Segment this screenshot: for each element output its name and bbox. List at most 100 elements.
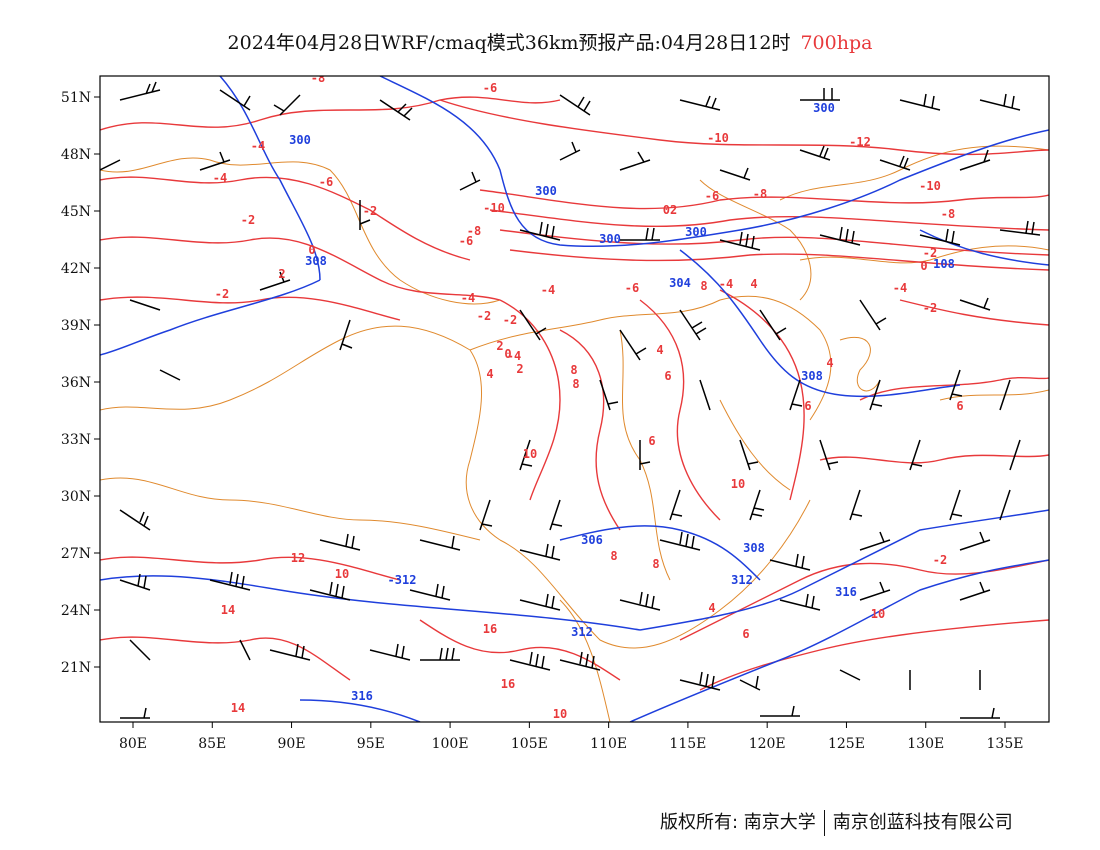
lat-tick-label: 42N <box>61 261 91 277</box>
lon-tick-label: 130E <box>907 736 944 752</box>
temperature-label: -6 <box>319 175 333 189</box>
temperature-label: 8 <box>570 363 577 377</box>
temperature-label: -4 <box>507 349 521 363</box>
lon-tick-label: 105E <box>511 736 548 752</box>
height-label: 308 <box>801 369 823 383</box>
temperature-label: -4 <box>461 291 475 305</box>
temperature-label: 10 <box>871 607 885 621</box>
lat-tick-label: 33N <box>61 432 91 448</box>
temperature-label: 16 <box>483 622 497 636</box>
lon-tick-label: 100E <box>432 736 469 752</box>
lat-tick-label: 21N <box>61 660 91 676</box>
title-level: 700hpa <box>800 32 873 54</box>
lon-tick-label: 95E <box>357 736 385 752</box>
height-labels: 300 300 300 300 300 304 308 308 306 308 -312 312 312… <box>289 101 955 703</box>
temperature-label: 4 <box>826 356 833 370</box>
lon-tick-label: 115E <box>669 736 706 752</box>
lat-tick-label: 27N <box>61 546 91 562</box>
temperature-label: -10 <box>483 201 505 215</box>
temperature-label: -2 <box>923 301 937 315</box>
temperature-label: 6 <box>742 627 749 641</box>
chart-title: 2024年04月28日WRF/cmaq模式36km预报产品:04月28日12时 7… <box>0 28 1100 55</box>
temperature-label: -8 <box>753 187 767 201</box>
temperature-label: 16 <box>501 677 515 691</box>
temperature-label: -2 <box>933 553 947 567</box>
temperature-labels: -8-6-4-4 -6-2-202-2 -4-2-6-8-10-10 -12-10-8… <box>213 71 964 721</box>
temperature-label: 2 <box>496 339 503 353</box>
temperature-label: 2 <box>516 362 523 376</box>
temperature-label: 8 <box>610 549 617 563</box>
height-label: 304 <box>669 276 691 290</box>
lat-tick-label: 48N <box>61 147 91 163</box>
height-label: 300 <box>289 133 311 147</box>
height-label: 312 <box>731 573 753 587</box>
temperature-label: 8 <box>572 377 579 391</box>
height-contours <box>100 76 1049 722</box>
temperature-label: 0 <box>504 347 511 361</box>
temperature-label: -6 <box>483 81 497 95</box>
lat-tick-label: 36N <box>61 375 91 391</box>
temperature-label: 10 <box>523 447 537 461</box>
copyright-right: 南京创蓝科技有限公司 <box>832 812 1013 833</box>
height-label: 312 <box>571 625 593 639</box>
temperature-label: 0 <box>308 243 315 257</box>
border-lines <box>100 145 1049 722</box>
latitude-axis: 51N 48N 45N 42N 39N 36N 33N 30N 27N 24N 21N <box>61 90 100 676</box>
temperature-label: -10 <box>707 131 729 145</box>
lon-tick-label: 80E <box>119 736 147 752</box>
temperature-label: -6 <box>625 281 639 295</box>
height-label: 316 <box>835 585 857 599</box>
temperature-label: 14 <box>221 603 235 617</box>
temperature-label: 02 <box>663 203 677 217</box>
temperature-label: -6 <box>705 189 719 203</box>
map-frame <box>99 75 1050 723</box>
temperature-label: 10 <box>731 477 745 491</box>
temperature-label: 6 <box>664 369 671 383</box>
temperature-label: -4 <box>893 281 907 295</box>
temperature-label: 6 <box>956 399 963 413</box>
temperature-label: -2 <box>503 313 517 327</box>
temperature-label: -4 <box>541 283 555 297</box>
temperature-label: 0 <box>920 259 927 273</box>
lon-tick-label: 85E <box>198 736 226 752</box>
lon-tick-label: 110E <box>590 736 627 752</box>
lat-tick-label: 51N <box>61 90 91 106</box>
lat-tick-label: 24N <box>61 603 91 619</box>
temperature-label: 6 <box>804 399 811 413</box>
height-label: 308 <box>305 254 327 268</box>
wind-barbs <box>100 81 1041 719</box>
temperature-label: 4 <box>486 367 493 381</box>
temperature-label: 4 <box>708 601 715 615</box>
temperature-label: -4 <box>251 139 265 153</box>
lat-tick-label: 45N <box>61 204 91 220</box>
lon-tick-label: 135E <box>987 736 1024 752</box>
height-label: 300 <box>599 232 621 246</box>
height-label: 300 <box>535 184 557 198</box>
temperature-label: -10 <box>919 179 941 193</box>
temperature-label: 8 <box>652 557 659 571</box>
temperature-label: 4 <box>656 343 663 357</box>
longitude-axis: 80E 85E 90E 95E 100E 105E 110E 115E 120E 125E 130E… <box>119 722 1024 752</box>
temperature-label: -2 <box>923 246 937 260</box>
height-label: 300 <box>685 225 707 239</box>
temperature-label: 10 <box>335 567 349 581</box>
footer-separator <box>823 810 825 836</box>
height-label: 308 <box>743 541 765 555</box>
height-label: 316 <box>351 689 373 703</box>
temperature-label: -2 <box>363 204 377 218</box>
temperature-label: -2 <box>477 309 491 323</box>
title-main: 2024年04月28日WRF/cmaq模式36km预报产品:04月28日12时 <box>227 32 791 54</box>
temperature-label: -8 <box>311 71 325 85</box>
temperature-label: -8 <box>467 224 481 238</box>
lon-tick-label: 125E <box>828 736 865 752</box>
temperature-label: 2 <box>278 267 285 281</box>
lon-tick-label: 120E <box>749 736 786 752</box>
temperature-label: -8 <box>941 207 955 221</box>
temperature-label: 6 <box>648 434 655 448</box>
lon-tick-label: 90E <box>278 736 306 752</box>
height-label: 306 <box>581 533 603 547</box>
temperature-label: -6 <box>459 234 473 248</box>
footer: 版权所有: 南京大学 南京创蓝科技有限公司 <box>660 808 1060 836</box>
temperature-label: -4 <box>213 171 227 185</box>
